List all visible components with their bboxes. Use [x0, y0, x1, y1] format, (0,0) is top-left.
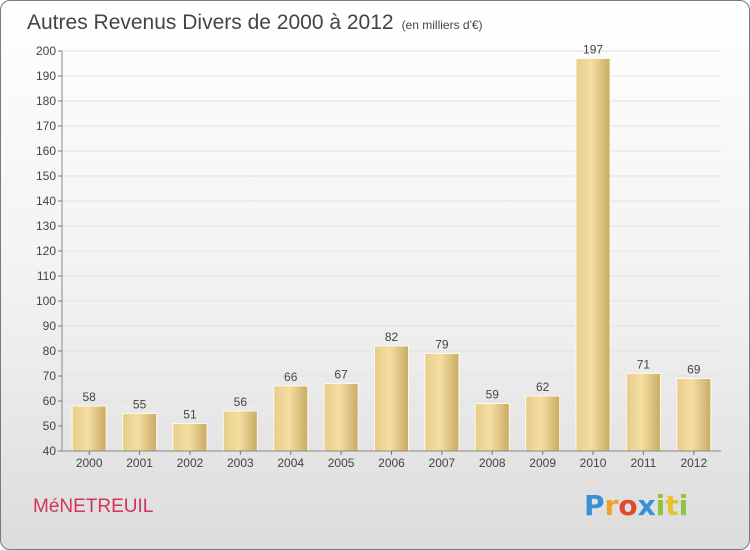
town-name: MéNETREUIL: [33, 496, 154, 517]
y-tick-label: 190: [36, 69, 56, 83]
data-label: 59: [486, 388, 500, 402]
y-tick-label: 40: [43, 444, 57, 458]
y-tick-label: 150: [36, 169, 56, 183]
chart-unit: (en milliers d'€): [401, 18, 483, 32]
y-tick-label: 90: [43, 319, 57, 333]
x-tick-label: 2002: [177, 456, 204, 470]
x-tick-label: 2012: [680, 456, 707, 470]
chart-title: Autres Revenus Divers de 2000 à 2012 (en …: [27, 11, 483, 35]
y-tick-label: 100: [36, 294, 56, 308]
x-tick-label: 2005: [328, 456, 355, 470]
data-label: 58: [83, 390, 97, 404]
data-label: 55: [133, 398, 147, 412]
bar-2005: [323, 383, 359, 452]
x-tick-label: 2006: [378, 456, 405, 470]
x-tick-label: 2007: [429, 456, 456, 470]
bar-2010: [575, 58, 611, 452]
data-label: 82: [385, 330, 399, 344]
y-tick-label: 180: [36, 94, 56, 108]
y-tick-label: 120: [36, 244, 56, 258]
x-tick-label: 2010: [580, 456, 607, 470]
data-label: 62: [536, 380, 550, 394]
chart-title-text: Autres Revenus Divers de 2000 à 2012: [27, 11, 394, 34]
y-tick-label: 60: [43, 394, 57, 408]
bar-2002: [172, 423, 208, 452]
y-tick-label: 70: [43, 369, 57, 383]
data-label: 197: [583, 43, 603, 57]
bar-2007: [424, 353, 460, 452]
y-tick-label: 50: [43, 419, 57, 433]
x-tick-label: 2001: [126, 456, 153, 470]
y-tick-label: 80: [43, 344, 57, 358]
data-label: 69: [687, 363, 701, 377]
bar-2006: [374, 345, 409, 452]
data-label: 51: [183, 408, 197, 422]
data-label: 67: [334, 368, 348, 382]
y-tick-label: 110: [37, 269, 56, 283]
bar-2009: [525, 395, 561, 452]
proxiti-logo[interactable]: Proxiti: [584, 489, 689, 522]
bar-2000: [71, 405, 107, 452]
y-tick-label: 170: [36, 119, 56, 133]
data-label: 71: [637, 358, 651, 372]
x-tick-label: 2004: [277, 456, 304, 470]
data-label: 79: [435, 338, 449, 352]
data-label: 56: [234, 395, 248, 409]
data-label: 66: [284, 370, 298, 384]
bar-2001: [122, 413, 158, 452]
x-tick-label: 2000: [76, 456, 103, 470]
bar-2012: [676, 378, 712, 452]
y-tick-label: 160: [36, 144, 56, 158]
y-tick-label: 130: [36, 219, 56, 233]
x-tick-label: 2009: [529, 456, 556, 470]
bar-2008: [474, 403, 510, 452]
x-tick-label: 2011: [631, 456, 657, 470]
bar-2011: [625, 373, 661, 452]
y-tick-label: 200: [36, 44, 56, 58]
x-tick-label: 2003: [227, 456, 254, 470]
bar-2004: [273, 385, 309, 452]
bar-2003: [222, 410, 258, 452]
x-tick-label: 2008: [479, 456, 506, 470]
y-tick-label: 140: [36, 194, 56, 208]
